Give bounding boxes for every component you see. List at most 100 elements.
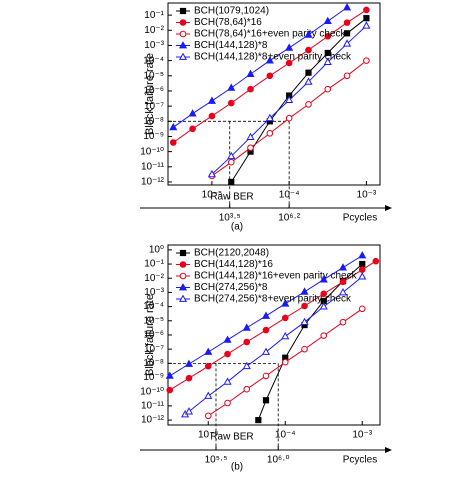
legend-label: BCH(144,128)*16+even parity check bbox=[194, 271, 358, 282]
legend-marker bbox=[179, 30, 187, 38]
marker bbox=[227, 158, 235, 166]
y-tick-label: 10⁻⁵ bbox=[143, 70, 164, 81]
marker bbox=[323, 57, 332, 65]
marker bbox=[363, 6, 370, 14]
marker bbox=[358, 266, 366, 273]
marker bbox=[261, 347, 271, 355]
marker bbox=[319, 275, 328, 283]
marker bbox=[204, 362, 212, 370]
marker bbox=[204, 391, 213, 399]
marker bbox=[266, 72, 274, 80]
marker bbox=[262, 397, 270, 404]
y-tick-label: 10⁻² bbox=[144, 273, 164, 284]
x-tick-label: 10⁻⁴ bbox=[279, 190, 300, 201]
legend-marker bbox=[178, 283, 188, 291]
marker bbox=[339, 278, 347, 286]
legend-marker bbox=[179, 249, 187, 257]
marker bbox=[208, 112, 216, 120]
marker bbox=[324, 49, 331, 57]
series-line bbox=[230, 17, 367, 183]
marker bbox=[339, 318, 347, 326]
legend-marker bbox=[179, 261, 187, 268]
marker bbox=[265, 56, 274, 64]
y-tick-label: 10⁻¹⁰ bbox=[140, 386, 164, 397]
y-tick-label: 10⁻¹ bbox=[144, 259, 164, 270]
y-tick-label: 10⁻³ bbox=[144, 287, 164, 298]
marker bbox=[262, 372, 270, 380]
marker bbox=[243, 385, 251, 393]
x-tick-label: 10⁻⁵ bbox=[202, 190, 223, 201]
legend-marker bbox=[178, 41, 188, 49]
marker bbox=[305, 69, 312, 76]
marker bbox=[228, 178, 235, 186]
x2-axis-arrow bbox=[385, 205, 392, 211]
marker bbox=[319, 302, 328, 310]
marker bbox=[227, 151, 236, 160]
y-tick-label: 10⁻⁶ bbox=[143, 330, 164, 341]
caption: (b) bbox=[231, 462, 243, 473]
marker bbox=[305, 46, 312, 54]
marker bbox=[362, 21, 371, 29]
marker bbox=[343, 19, 351, 26]
marker bbox=[338, 287, 348, 296]
legend-label: BCH(2120,2048) bbox=[194, 248, 269, 259]
legend-label: BCH(274,256)*8 bbox=[194, 282, 268, 293]
y-tick-label: 10⁻⁹ bbox=[143, 131, 164, 142]
marker bbox=[246, 69, 255, 77]
y-axis-label: Block failure rate bbox=[144, 294, 156, 376]
x-axis-label: Raw BER bbox=[210, 192, 253, 203]
marker bbox=[320, 332, 328, 339]
marker bbox=[243, 338, 251, 346]
legend-label: BCH(1079,1024) bbox=[194, 6, 269, 17]
y-tick-label: 10⁻¹¹ bbox=[141, 401, 165, 412]
marker bbox=[262, 326, 270, 334]
marker bbox=[165, 371, 174, 379]
x-axis-label: Raw BER bbox=[210, 432, 253, 443]
marker bbox=[207, 96, 216, 104]
marker bbox=[204, 412, 212, 420]
marker bbox=[338, 263, 348, 271]
x-tick-label: 10⁻³ bbox=[352, 430, 372, 441]
marker bbox=[184, 407, 194, 415]
legend-marker bbox=[178, 52, 188, 60]
y-tick-label: 10⁻⁷ bbox=[144, 101, 164, 112]
marker bbox=[372, 257, 380, 265]
marker bbox=[304, 77, 313, 85]
chart: 10⁻¹ 10⁻² 10⁻³ 10⁻⁴ 10⁻⁵ 10⁻⁶ 10⁻⁷ 10⁻⁸ 10⁻⁹ 10⁻¹… bbox=[140, 2, 392, 233]
y-axis-label: Block failure rate bbox=[144, 53, 156, 135]
marker bbox=[223, 377, 232, 385]
x-tick-label: 10⁻⁵ bbox=[198, 430, 219, 441]
marker bbox=[188, 109, 197, 117]
marker bbox=[359, 260, 366, 268]
legend-label: BCH(144,128)*8+even parity check bbox=[194, 52, 352, 63]
marker bbox=[281, 331, 290, 340]
y-tick-label: 10⁻³ bbox=[144, 40, 164, 51]
legend-marker bbox=[179, 7, 187, 15]
y-tick-label: 10⁻¹⁰ bbox=[140, 146, 164, 157]
chart: 10⁰ 10⁻¹ 10⁻² 10⁻³ 10⁻⁴ 10⁻⁵ 10⁻⁶ 10⁻⁷ 10⁻⁸ 10⁻⁹ 1… bbox=[140, 244, 392, 473]
y-tick-label: 10⁻¹¹ bbox=[141, 161, 165, 172]
y-tick-label: 10⁻⁶ bbox=[143, 86, 164, 97]
y-tick-label: 10⁻⁹ bbox=[143, 372, 164, 383]
y-tick-label: 10⁻² bbox=[144, 25, 164, 36]
legend-label: BCH(144,128)*8 bbox=[194, 40, 268, 51]
marker bbox=[247, 85, 254, 93]
series-line bbox=[173, 7, 348, 128]
y-tick-label: 10⁻⁵ bbox=[143, 315, 164, 326]
y-tick-label: 10⁻⁸ bbox=[143, 116, 164, 127]
marker bbox=[300, 287, 309, 295]
marker bbox=[266, 130, 274, 137]
marker bbox=[255, 416, 262, 424]
y-tick-label: 10⁻⁴ bbox=[143, 55, 164, 66]
marker bbox=[301, 345, 308, 353]
marker bbox=[323, 16, 332, 25]
marker bbox=[207, 169, 216, 178]
marker bbox=[242, 361, 251, 370]
marker bbox=[358, 272, 367, 280]
marker bbox=[343, 30, 351, 37]
marker bbox=[242, 323, 251, 331]
marker bbox=[343, 3, 352, 11]
y-tick-label: 10⁻⁴ bbox=[143, 301, 164, 312]
marker bbox=[189, 125, 196, 133]
